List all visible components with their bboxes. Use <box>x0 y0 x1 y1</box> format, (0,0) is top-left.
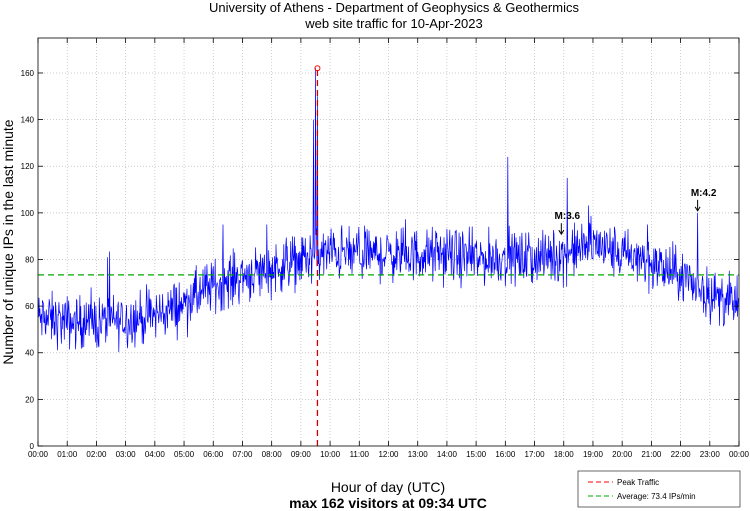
y-tick-label: 160 <box>21 69 35 78</box>
annotation-label: M:3.6 <box>555 211 581 222</box>
x-tick-label: 00:00 <box>729 450 750 459</box>
x-tick-label: 15:00 <box>466 450 487 459</box>
x-tick-label: 17:00 <box>525 450 546 459</box>
x-tick-label: 08:00 <box>262 450 283 459</box>
annotation-label: M:4.2 <box>691 188 717 199</box>
y-tick-label: 140 <box>21 116 35 125</box>
x-tick-label: 07:00 <box>232 450 253 459</box>
legend-average-label: Average: 73.4 IPs/min <box>617 492 696 501</box>
y-tick-label: 100 <box>21 209 35 218</box>
x-tick-label: 16:00 <box>495 450 516 459</box>
chart-subtitle: web site traffic for 10-Apr-2023 <box>304 16 483 31</box>
annotation-arrowhead <box>558 229 565 236</box>
x-tick-label: 05:00 <box>174 450 195 459</box>
y-tick-label: 60 <box>25 302 34 311</box>
legend-peak-label: Peak Traffic <box>617 478 659 487</box>
x-tick-label: 20:00 <box>612 450 633 459</box>
x-tick-label: 18:00 <box>554 450 575 459</box>
x-axis-sublabel: max 162 visitors at 09:34 UTC <box>289 495 487 511</box>
traffic-line <box>37 68 739 353</box>
x-tick-label: 13:00 <box>408 450 429 459</box>
x-tick-label: 10:00 <box>320 450 341 459</box>
x-tick-label: 00:00 <box>28 450 49 459</box>
y-tick-label: 20 <box>25 395 34 404</box>
x-tick-label: 02:00 <box>86 450 107 459</box>
peak-marker <box>314 65 321 72</box>
x-tick-label: 14:00 <box>437 450 458 459</box>
x-tick-label: 22:00 <box>671 450 692 459</box>
x-tick-label: 09:00 <box>291 450 312 459</box>
y-axis-label: Number of unique IPs in the last minute <box>0 119 16 364</box>
legend: Peak Traffic Average: 73.4 IPs/min <box>577 470 741 508</box>
x-tick-label: 03:00 <box>116 450 137 459</box>
x-tick-label: 23:00 <box>700 450 721 459</box>
y-tick-label: 0 <box>30 442 35 451</box>
annotation-arrowhead <box>694 206 701 212</box>
y-tick-label: 120 <box>21 162 35 171</box>
x-tick-label: 12:00 <box>378 450 399 459</box>
x-tick-label: 19:00 <box>583 450 604 459</box>
x-tick-label: 21:00 <box>641 450 662 459</box>
x-axis-label: Hour of day (UTC) <box>331 479 445 495</box>
x-tick-label: 01:00 <box>57 450 78 459</box>
chart-title: University of Athens - Department of Geo… <box>209 0 579 15</box>
x-tick-label: 04:00 <box>145 450 166 459</box>
y-tick-label: 40 <box>25 349 34 358</box>
x-tick-label: 11:00 <box>350 450 370 459</box>
y-tick-label: 80 <box>25 255 34 264</box>
x-tick-label: 06:00 <box>203 450 224 459</box>
